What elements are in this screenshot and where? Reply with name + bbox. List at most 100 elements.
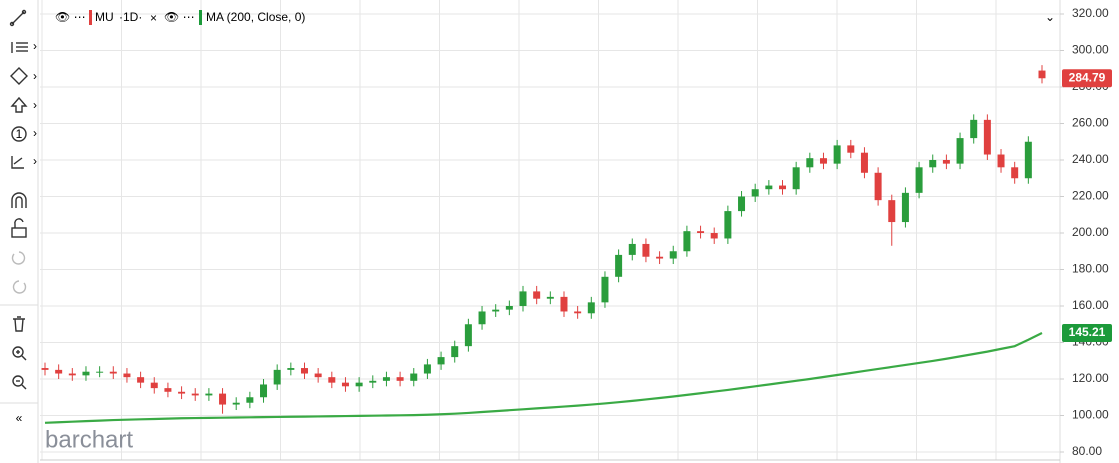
candle-body xyxy=(437,357,445,365)
tool-lock[interactable] xyxy=(11,218,27,238)
candle-body xyxy=(942,160,950,164)
candle-body xyxy=(1011,167,1019,179)
legend: 👁 ⋯ MU ·1D· × 👁 ⋯ MA (200, Close, 0) ⌄ xyxy=(55,10,1055,25)
tool-line[interactable] xyxy=(9,9,27,27)
candle-body xyxy=(819,158,827,164)
candle-body xyxy=(601,276,609,303)
indicator: MA (200, Close, 0) xyxy=(206,10,305,24)
svg-text:›: › xyxy=(33,98,37,112)
candle-body xyxy=(929,160,937,168)
tool-redo[interactable] xyxy=(12,280,27,294)
tool-zoom-out[interactable] xyxy=(12,375,27,390)
candle-body xyxy=(410,373,418,381)
candle-body xyxy=(96,371,104,373)
candle-body xyxy=(205,393,213,396)
candle-body xyxy=(642,243,650,257)
candle-body xyxy=(751,189,759,197)
candle-body xyxy=(901,192,909,223)
candle-body xyxy=(997,154,1005,168)
candle-body xyxy=(246,397,254,403)
candle-body xyxy=(328,377,336,383)
tool-shape[interactable]: › xyxy=(10,67,37,85)
tool-delete[interactable] xyxy=(13,316,25,332)
candle-body xyxy=(492,309,500,312)
y-tick-label: 100.00 xyxy=(1072,408,1109,422)
candle-body xyxy=(738,196,746,212)
tool-arrow[interactable]: › xyxy=(10,96,37,113)
candle-body xyxy=(683,231,691,252)
candle-body xyxy=(806,158,814,168)
candle-body xyxy=(55,369,63,374)
last-value-tag xyxy=(1062,69,1112,88)
candle-body xyxy=(232,402,240,405)
symbol-swatch xyxy=(89,10,92,25)
close-icon[interactable]: × xyxy=(150,11,157,25)
candle-body xyxy=(68,373,76,376)
svg-text:›: › xyxy=(33,126,37,140)
y-tick-label: 160.00 xyxy=(1072,298,1109,312)
tool-undo[interactable] xyxy=(11,251,26,265)
candle-body xyxy=(669,251,677,259)
y-tick-label: 260.00 xyxy=(1072,116,1109,130)
candle-body xyxy=(915,167,923,193)
candle-body xyxy=(847,145,855,153)
last-value-tag xyxy=(1062,323,1112,342)
candle-body xyxy=(888,200,896,223)
candle-body xyxy=(560,296,568,312)
candle-body xyxy=(574,311,582,314)
y-tick-label: 180.00 xyxy=(1072,262,1109,276)
candle-body xyxy=(219,393,227,405)
interval[interactable]: ·1D· xyxy=(119,10,142,24)
y-tick-label: 220.00 xyxy=(1072,189,1109,203)
candle-body xyxy=(792,167,800,190)
candle-body xyxy=(300,368,308,374)
candle-body xyxy=(874,172,882,201)
tool-number[interactable]: 1 › xyxy=(11,126,37,142)
tool-magnet[interactable] xyxy=(11,192,27,208)
candle-body xyxy=(519,291,527,306)
candle-body xyxy=(109,371,117,374)
candle-body xyxy=(833,145,841,164)
candle-body xyxy=(82,371,90,376)
svg-text:«: « xyxy=(16,411,23,425)
candle-body xyxy=(164,388,172,392)
candle-body xyxy=(724,211,732,239)
candle-body xyxy=(1038,70,1046,79)
y-tick-label: 80.00 xyxy=(1072,444,1102,458)
indicator-swatch xyxy=(199,10,202,25)
watermark: barchart xyxy=(45,426,133,453)
candle-body xyxy=(956,138,964,164)
y-tick-label: 300.00 xyxy=(1072,43,1109,57)
plot xyxy=(41,65,1046,424)
candle-body xyxy=(382,377,390,381)
candle-body xyxy=(478,311,486,325)
candle-body xyxy=(628,243,636,255)
last-value-label: 284.79 xyxy=(1069,70,1106,84)
grid xyxy=(40,0,1060,460)
candle-body xyxy=(178,391,186,394)
candle-body xyxy=(533,291,541,299)
collapse-legend[interactable]: ⌄ xyxy=(1045,10,1055,24)
candle-body xyxy=(260,384,268,398)
candle-body xyxy=(451,346,459,358)
tool-zoom-in[interactable] xyxy=(12,346,27,361)
candle-body xyxy=(123,373,131,378)
tool-path[interactable]: › xyxy=(11,154,37,169)
candle-body xyxy=(396,377,404,381)
collapse-toolbar[interactable]: « xyxy=(16,411,23,425)
candle-body xyxy=(587,302,595,314)
candle-body xyxy=(615,254,623,277)
candle-body xyxy=(341,382,349,387)
candle-body xyxy=(464,324,472,347)
svg-text:›: › xyxy=(33,154,37,168)
eye-icon[interactable]: 👁 ⋯ xyxy=(164,10,195,24)
tool-fib[interactable]: › xyxy=(11,39,37,53)
candle-body xyxy=(41,368,49,370)
ma-line xyxy=(44,332,1043,424)
candle-body xyxy=(273,369,281,385)
eye-icon[interactable]: 👁 ⋯ xyxy=(55,10,86,24)
y-tick-label: 200.00 xyxy=(1072,225,1109,239)
